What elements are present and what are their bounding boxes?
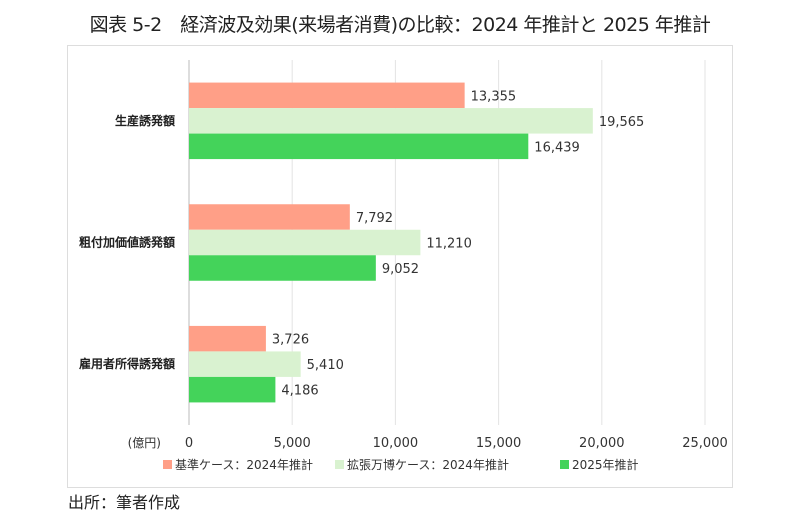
x-tick-label: 25,000 — [682, 436, 728, 451]
data-label: 7,792 — [356, 211, 393, 226]
legend-swatch — [163, 460, 172, 469]
x-tick-label: 20,000 — [579, 436, 625, 451]
bar — [189, 255, 376, 281]
bar — [189, 325, 266, 352]
data-label: 19,565 — [599, 115, 645, 130]
data-label: 5,410 — [307, 358, 344, 373]
data-label: 3,726 — [272, 333, 309, 348]
data-label: 13,355 — [471, 89, 517, 104]
bar — [189, 376, 276, 403]
chart-frame — [67, 45, 733, 488]
bar — [189, 351, 301, 377]
legend-swatch — [335, 460, 344, 469]
legend-label: 基準ケース：2024年推計 — [175, 457, 313, 472]
legend-swatch — [560, 460, 569, 469]
bar — [189, 229, 421, 256]
data-label: 4,186 — [281, 384, 318, 399]
x-tick-label: 15,000 — [476, 436, 522, 451]
x-tick-label: 0 — [185, 436, 193, 451]
category-label: 粗付加価値誘発額 — [79, 235, 175, 250]
bar — [189, 204, 350, 230]
bar — [189, 108, 593, 134]
x-tick-label: 10,000 — [373, 436, 419, 451]
category-label: 雇用者所得誘発額 — [79, 356, 175, 371]
source-note: 出所：筆者作成 — [68, 493, 181, 512]
x-tick-label: 5,000 — [274, 436, 311, 451]
data-label: 9,052 — [382, 262, 419, 277]
legend-label: 拡張万博ケース：2024年推計 — [347, 457, 509, 472]
bar — [189, 133, 529, 160]
chart-title: 図表 5-2 経済波及効果(来場者消費)の比較：2024 年推計と 2025 年… — [89, 14, 711, 36]
category-label: 生産誘発額 — [115, 113, 175, 128]
legend-label: 2025年推計 — [572, 457, 639, 472]
x-axis-unit-label: (億円) — [128, 436, 161, 450]
data-label: 16,439 — [534, 140, 580, 155]
data-label: 11,210 — [426, 237, 472, 252]
bar — [189, 82, 465, 109]
